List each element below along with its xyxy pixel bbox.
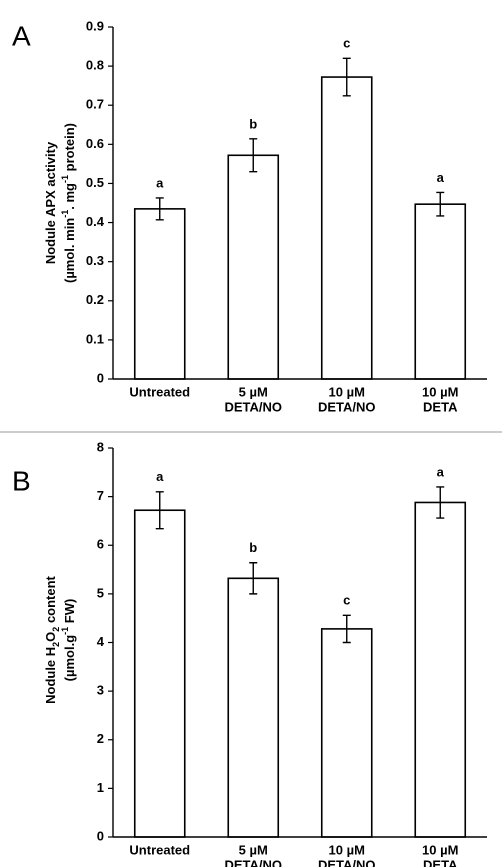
y-tick-label: 2 <box>97 731 104 746</box>
x-tick-label: DETA/NO <box>318 857 376 867</box>
significance-letter: a <box>437 170 445 185</box>
bar <box>227 577 280 838</box>
y-tick-label: 8 <box>97 439 104 454</box>
x-tick-label: 10 µM <box>329 842 365 857</box>
y-axis-label: (µmol. min-1. mg-1 protein) <box>60 123 77 283</box>
significance-letter: c <box>343 593 350 608</box>
bar <box>227 154 280 380</box>
error-bar <box>342 57 351 97</box>
x-tick-label: DETA/NO <box>318 399 376 414</box>
panel-label: B <box>12 465 31 496</box>
bar <box>133 509 186 838</box>
significance-letter: a <box>156 469 164 484</box>
y-tick-label: 7 <box>97 488 104 503</box>
error-bar <box>436 191 445 217</box>
y-axis-label-part: -1 <box>60 175 70 183</box>
error-bar <box>155 491 164 530</box>
y-tick-label: 3 <box>97 683 104 698</box>
y-tick-label: 6 <box>97 537 104 552</box>
y-axis-label: Nodule H2O2 content <box>43 575 61 703</box>
bar <box>320 76 373 380</box>
y-tick-label: 4 <box>97 634 105 649</box>
y-tick-label: 0.3 <box>86 253 104 268</box>
significance-letter: b <box>249 540 257 555</box>
panel-label: A <box>12 20 31 51</box>
y-tick-label: 0 <box>97 828 104 843</box>
x-tick-label: 10 µM <box>329 384 365 399</box>
bar <box>320 628 373 838</box>
y-tick-label: 0.1 <box>86 331 104 346</box>
y-tick-label: 0.8 <box>86 58 104 73</box>
x-tick-label: 10 µM <box>422 842 458 857</box>
y-tick-label: 0.2 <box>86 292 104 307</box>
error-bar <box>249 562 258 595</box>
y-axis-label-part: FW) <box>62 599 77 627</box>
bar <box>133 208 186 380</box>
significance-letter: a <box>156 175 164 190</box>
x-tick-label: 10 µM <box>422 384 458 399</box>
significance-letter: c <box>343 36 350 51</box>
y-axis-label: (µmol.g-1 FW) <box>60 599 77 682</box>
error-bar <box>342 614 351 644</box>
bar <box>414 501 467 838</box>
x-tick-label: Untreated <box>129 842 190 857</box>
y-tick-label: 0 <box>97 370 104 385</box>
y-axis-label-part: Nodule APX activity <box>43 141 58 264</box>
y-axis-label-part: (µmol. min <box>62 218 77 283</box>
y-tick-label: 0.6 <box>86 136 104 151</box>
y-tick-label: 5 <box>97 585 104 600</box>
y-axis-label-part: -1 <box>60 210 70 218</box>
y-axis-label-part: Nodule H <box>43 647 58 704</box>
y-tick-label: 1 <box>97 780 104 795</box>
x-tick-label: DETA/NO <box>224 857 282 867</box>
y-tick-label: 0.9 <box>86 18 104 33</box>
x-tick-label: DETA <box>423 857 458 867</box>
y-axis-label-part: O <box>43 632 58 642</box>
y-axis-label-part: protein) <box>62 123 77 175</box>
x-tick-label: Untreated <box>129 384 190 399</box>
y-axis-label-part: 2 <box>51 627 61 632</box>
y-axis-label-part: content <box>43 575 58 626</box>
bar <box>414 203 467 380</box>
x-tick-label: 5 µM <box>239 842 268 857</box>
y-axis-label-part: -1 <box>60 627 70 635</box>
y-axis-label-part: (µmol.g <box>62 635 77 682</box>
y-axis-label: Nodule APX activity <box>43 141 58 264</box>
x-tick-label: DETA <box>423 399 458 414</box>
error-bar <box>155 197 164 221</box>
significance-letter: a <box>437 464 445 479</box>
x-tick-label: DETA/NO <box>224 399 282 414</box>
y-tick-label: 0.4 <box>86 214 105 229</box>
y-tick-label: 0.5 <box>86 175 104 190</box>
x-tick-label: 5 µM <box>239 384 268 399</box>
y-tick-label: 0.7 <box>86 97 104 112</box>
significance-letter: b <box>249 116 257 131</box>
error-bar <box>249 138 258 173</box>
error-bar <box>436 486 445 519</box>
y-axis-label-part: . mg <box>62 183 77 210</box>
y-axis-label-part: 2 <box>51 642 61 647</box>
